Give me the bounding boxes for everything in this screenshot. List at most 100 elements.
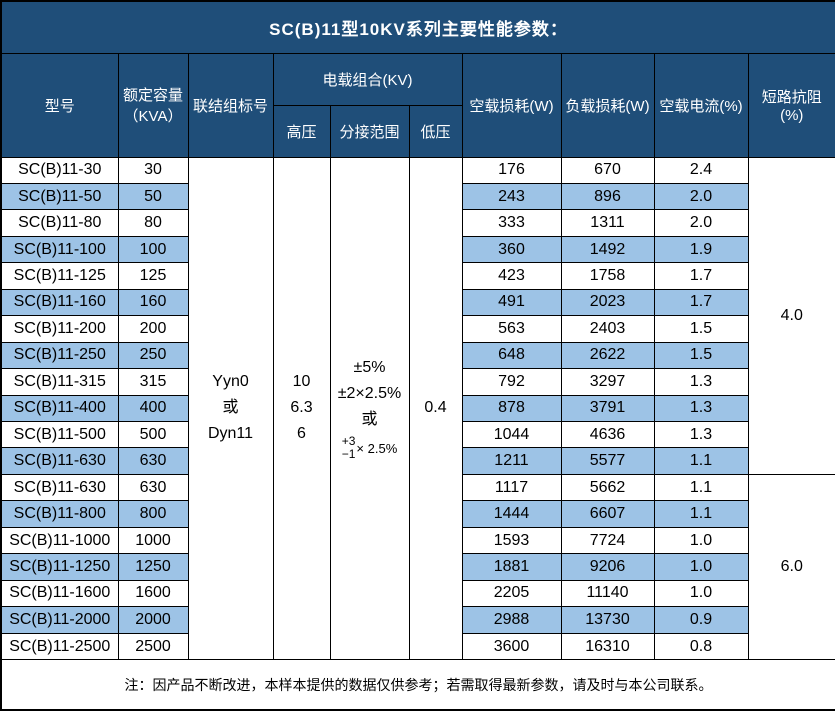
column-header-no-load-current: 空载电流(%) [653, 53, 749, 158]
title-row: SC(B)11型10KV系列主要性能参数： [0, 0, 835, 55]
no-load-loss-cell: 491 [461, 288, 562, 317]
no-load-loss-cell: 792 [461, 368, 562, 396]
no-load-loss-cell: 333 [461, 209, 562, 237]
capacity-cell: 630 [117, 473, 189, 502]
table-row: SC(B)11-630 630 1117 5662 1.1 6.0 [0, 473, 835, 661]
column-header-high-voltage: 高压 [272, 104, 331, 158]
no-load-loss-cell: 1044 [461, 421, 562, 449]
table-row: SC(B)11-2000 2000 2988 13730 0.9 [0, 606, 835, 634]
table-row: SC(B)11-50 50 243 896 2.0 [0, 182, 835, 211]
no-load-current-cell: 1.5 [653, 315, 749, 343]
column-header-no-load-loss: 空载损耗(W) [461, 53, 562, 158]
capacity-cell: 315 [117, 368, 189, 396]
column-header-load-loss: 负载损耗(W) [560, 53, 655, 158]
no-load-current-cell: 1.0 [653, 579, 749, 608]
high-voltage-cell: 10 6.3 6 [272, 156, 331, 661]
column-header-connection-group: 联结组标号 [187, 53, 274, 158]
capacity-cell: 630 [117, 447, 189, 475]
no-load-loss-cell: 3600 [461, 632, 562, 661]
no-load-loss-cell: 1593 [461, 526, 562, 555]
load-loss-cell: 670 [560, 156, 655, 184]
no-load-current-cell: 1.9 [653, 235, 749, 264]
no-load-current-cell: 2.4 [653, 156, 749, 184]
high-voltage-line: 10 [292, 373, 311, 391]
load-loss-cell: 11140 [560, 579, 655, 608]
tap-range-cell: ±5% ±2×2.5% 或 +3 −1 × 2.5% [329, 156, 410, 661]
no-load-current-cell: 1.5 [653, 341, 749, 370]
capacity-cell: 30 [117, 156, 189, 184]
no-load-loss-cell: 1211 [461, 447, 562, 475]
capacity-cell: 160 [117, 288, 189, 317]
no-load-loss-cell: 423 [461, 262, 562, 290]
connection-group-cell: Yyn0 或 Dyn11 [187, 156, 274, 661]
tap-stack-bottom: −1 [341, 447, 356, 462]
no-load-current-cell: 1.7 [653, 262, 749, 290]
table-row: SC(B)11-315 315 792 3297 1.3 [0, 368, 835, 396]
table-row: SC(B)11-30 30 Yyn0 或 Dyn11 10 6.3 6 ±5% ±2×2.5% 或 +… [0, 156, 835, 661]
load-loss-cell: 4636 [560, 421, 655, 449]
tap-range-line: ±5% [353, 359, 386, 377]
model-cell: SC(B)11-80 [0, 209, 119, 237]
high-voltage-line: 6 [297, 425, 306, 443]
load-loss-cell: 2023 [560, 288, 655, 317]
capacity-cell: 80 [117, 209, 189, 237]
model-cell: SC(B)11-50 [0, 182, 119, 211]
no-load-current-cell: 2.0 [653, 182, 749, 211]
no-load-current-cell: 1.1 [653, 500, 749, 528]
model-cell: SC(B)11-315 [0, 368, 119, 396]
footer-note: 注：因产品不断改进，本样本提供的数据仅供参考；若需取得最新参数，请及时与本公司联… [0, 659, 835, 711]
no-load-loss-cell: 878 [461, 394, 562, 423]
impedance-group2-cell: 6.0 [747, 473, 835, 661]
model-cell: SC(B)11-250 [0, 341, 119, 370]
no-load-loss-cell: 1881 [461, 553, 562, 581]
no-load-loss-cell: 648 [461, 341, 562, 370]
load-loss-cell: 13730 [560, 606, 655, 634]
no-load-loss-cell: 360 [461, 235, 562, 264]
load-loss-cell: 896 [560, 182, 655, 211]
table-row: SC(B)11-630 630 1211 5577 1.1 [0, 447, 835, 475]
no-load-current-cell: 1.3 [653, 368, 749, 396]
tap-range-stack: +3 −1 × 2.5% [333, 435, 407, 461]
capacity-cell: 800 [117, 500, 189, 528]
table-row: SC(B)11-1600 1600 2205 11140 1.0 [0, 579, 835, 608]
connection-group-line: 或 [222, 399, 239, 417]
tap-range-line: ±2×2.5% [337, 385, 402, 403]
tap-stack-suffix: × 2.5% [356, 440, 398, 456]
load-loss-cell: 5577 [560, 447, 655, 475]
no-load-current-cell: 1.3 [653, 394, 749, 423]
no-load-loss-cell: 2205 [461, 579, 562, 608]
model-cell: SC(B)11-200 [0, 315, 119, 343]
header-row-2: 高压 分接范围 低压 [1, 104, 835, 158]
column-header-capacity-line2: （KVA） [123, 108, 183, 126]
load-loss-cell: 1311 [560, 209, 655, 237]
capacity-cell: 1250 [117, 553, 189, 581]
model-cell: SC(B)11-400 [0, 394, 119, 423]
model-cell: SC(B)11-1600 [0, 579, 119, 608]
no-load-loss-cell: 243 [461, 182, 562, 211]
model-cell: SC(B)11-30 [0, 156, 119, 184]
load-loss-cell: 1492 [560, 235, 655, 264]
model-cell: SC(B)11-800 [0, 500, 119, 528]
capacity-cell: 2000 [117, 606, 189, 634]
column-header-model: 型号 [0, 53, 119, 158]
load-loss-cell: 16310 [560, 632, 655, 661]
low-voltage-cell: 0.4 [408, 156, 463, 661]
load-loss-cell: 2403 [560, 315, 655, 343]
no-load-current-cell: 0.9 [653, 606, 749, 634]
table-row: SC(B)11-160 160 491 2023 1.7 [0, 288, 835, 317]
model-cell: SC(B)11-500 [0, 421, 119, 449]
model-cell: SC(B)11-1000 [0, 526, 119, 555]
load-loss-cell: 5662 [560, 473, 655, 502]
capacity-cell: 1000 [117, 526, 189, 555]
load-loss-cell: 7724 [560, 526, 655, 555]
table-row: SC(B)11-1250 1250 1881 9206 1.0 [0, 553, 835, 581]
table-row: SC(B)11-800 800 1444 6607 1.1 [0, 500, 835, 528]
table-row: SC(B)11-2500 2500 3600 16310 0.8 [0, 632, 835, 661]
model-cell: SC(B)11-125 [0, 262, 119, 290]
no-load-loss-cell: 563 [461, 315, 562, 343]
footer-row: 注：因产品不断改进，本样本提供的数据仅供参考；若需取得最新参数，请及时与本公司联… [0, 659, 835, 711]
capacity-cell: 250 [117, 341, 189, 370]
model-cell: SC(B)11-100 [0, 235, 119, 264]
table-row: SC(B)11-500 500 1044 4636 1.3 [0, 421, 835, 449]
